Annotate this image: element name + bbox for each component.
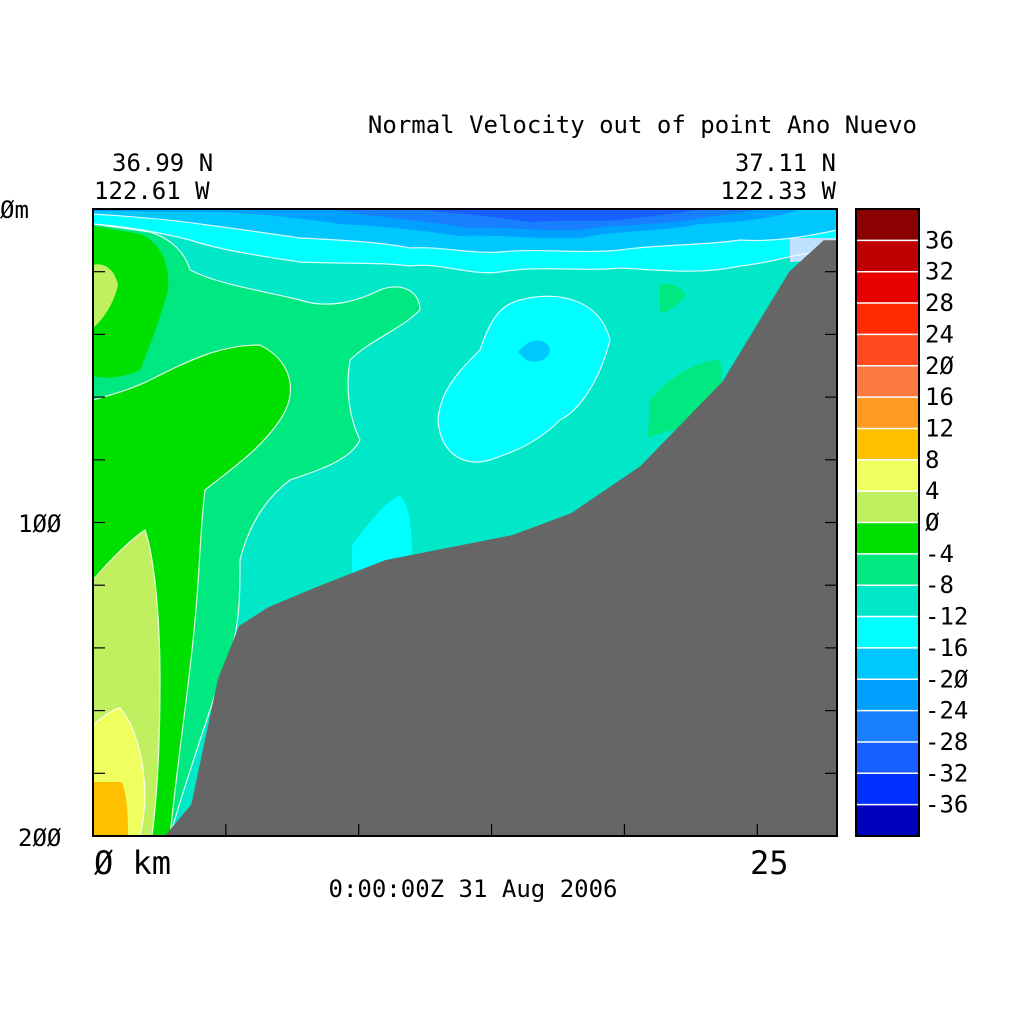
colorbar-label--32: -32 [925, 759, 968, 787]
contour-field [93, 209, 837, 836]
x-axis-ticks [225, 824, 758, 836]
right-longitude: 122.33 W [720, 177, 836, 205]
colorbar-label--12: -12 [925, 603, 968, 631]
colorbar-label-8: 8 [925, 446, 939, 474]
left-longitude: 122.61 W [94, 177, 210, 205]
colorbar-label-36: 36 [925, 226, 954, 254]
colorbar-label-0: Ø [925, 509, 940, 537]
y-tick-label-200: 2ØØ [18, 824, 62, 852]
colorbar-label-4: 4 [925, 477, 939, 505]
contour-band-minus16-pocket [518, 340, 550, 362]
colorbar-label-16: 16 [925, 383, 954, 411]
colorbar [856, 209, 919, 837]
y-tick-label-100: 1ØØ [18, 510, 62, 538]
bathymetry-seafloor [164, 240, 837, 836]
y-tick-label-0: Øm [0, 196, 29, 224]
colorbar-label--24: -24 [925, 697, 968, 725]
chart-title: Normal Velocity out of point Ano Nuevo [368, 111, 917, 139]
colorbar-swatch-19 [856, 804, 919, 837]
contour-band-4 [93, 264, 160, 836]
colorbar-swatch-1 [856, 240, 919, 273]
colorbar-swatch-16 [856, 710, 919, 743]
colorbar-swatch-18 [856, 773, 919, 806]
x-tick-label-25: 25 [750, 844, 789, 882]
colorbar-swatch-5 [856, 365, 919, 398]
colorbar-swatch-2 [856, 271, 919, 304]
y-axis-ticks [93, 271, 837, 774]
colorbar-label-32: 32 [925, 258, 954, 286]
colorbar-swatch-10 [856, 522, 919, 555]
contour-band-minus12-pocket [438, 296, 610, 462]
contour-band-12 [93, 782, 128, 836]
left-latitude: 36.99 N [112, 149, 213, 177]
colorbar-frame [855, 208, 920, 837]
colorbar-label-20: 2Ø [925, 352, 954, 380]
colorbar-swatch-13 [856, 616, 919, 649]
colorbar-labels: 36 32 28 24 2Ø 16 12 8 4 Ø -4 -8 -12 -16 -2Ø -24 -28 -32 -… [925, 226, 969, 818]
contour-band-minus28 [420, 209, 700, 222]
colorbar-label-24: 24 [925, 320, 954, 348]
colorbar-swatch-0 [856, 209, 919, 241]
contour-band-minus4-spot [660, 283, 686, 313]
colorbar-swatch-11 [856, 553, 919, 586]
colorbar-label--28: -28 [925, 728, 968, 756]
colorbar-label--20: -2Ø [925, 665, 969, 693]
colorbar-swatch-17 [856, 741, 919, 774]
colorbar-swatch-3 [856, 303, 919, 335]
colorbar-swatch-15 [856, 679, 919, 712]
colorbar-label--16: -16 [925, 634, 968, 662]
contour-lines [93, 213, 837, 836]
colorbar-label-12: 12 [925, 414, 954, 442]
colorbar-label--4: -4 [925, 540, 954, 568]
x-tick-label-0: Ø km [94, 844, 171, 882]
colorbar-label-28: 28 [925, 289, 954, 317]
contour-band-minus4-shelf [648, 360, 722, 438]
colorbar-label--8: -8 [925, 571, 954, 599]
colorbar-label--36: -36 [925, 791, 968, 819]
right-latitude: 37.11 N [735, 149, 836, 177]
colorbar-swatch-12 [856, 585, 919, 618]
colorbar-swatch-6 [856, 397, 919, 429]
colorbar-swatch-9 [856, 491, 919, 523]
colorbar-swatch-8 [856, 459, 919, 492]
timestamp: 0:00:00Z 31 Aug 2006 [329, 875, 618, 903]
colorbar-swatch-7 [856, 428, 919, 461]
colorbar-swatch-4 [856, 334, 919, 367]
colorbar-swatch-14 [856, 647, 919, 680]
